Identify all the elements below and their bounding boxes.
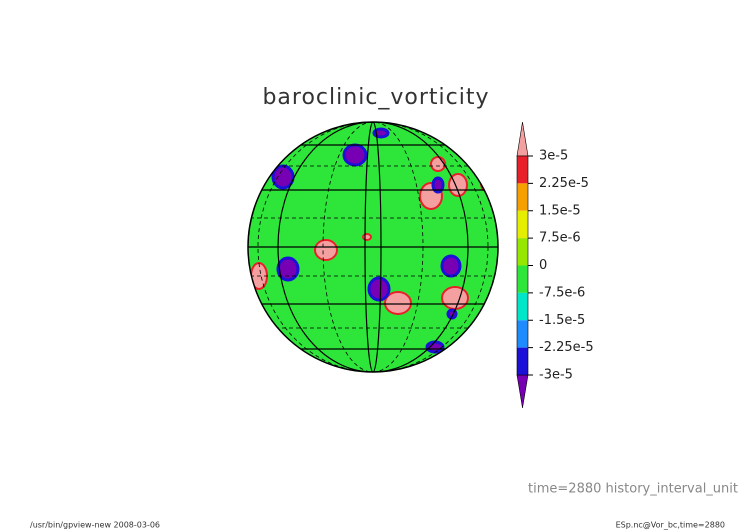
colorbar-bottom-arrow (516, 374, 529, 409)
colorbar-tick-label: 3e-5 (539, 149, 568, 164)
colorbar-band (517, 265, 528, 293)
colorbar-tick-label: 7.5e-6 (539, 231, 581, 246)
globe-outline (247, 121, 499, 373)
colorbar-tick-label: 0 (539, 258, 547, 273)
colorbar-tick-label: -7.5e-6 (539, 285, 585, 300)
colorbar-top-arrow (516, 121, 529, 157)
colorbar-band (517, 292, 528, 321)
globe (247, 121, 499, 373)
footer-right: ESp.nc@Vor_bc,time=2880 (616, 521, 725, 530)
footer-left: /usr/bin/gpview-new 2008-03-06 (30, 521, 160, 530)
colorbar-band (517, 238, 528, 266)
colorbar-band (517, 183, 528, 211)
colorbar-band (517, 320, 528, 348)
annotation: time=2880 history_interval_unit (528, 482, 738, 497)
colorbar-band (517, 347, 528, 375)
colorbar-tick-label: -1.5e-5 (539, 313, 585, 328)
colorbar-band (517, 156, 528, 184)
colorbar: 3e-5 2.25e-5 1.5e-5 7.5e-6 0 -7.5e-6 -1.5e-5 -2… (516, 121, 594, 409)
colorbar-tick-label: 1.5e-5 (539, 203, 581, 218)
title: baroclinic_vorticity (262, 85, 489, 110)
colorbar-band (517, 210, 528, 239)
colorbar-tick-label: -2.25e-5 (539, 340, 594, 355)
colorbar-tick-label: -3e-5 (539, 368, 573, 383)
colorbar-tick-label: 2.25e-5 (539, 176, 589, 191)
